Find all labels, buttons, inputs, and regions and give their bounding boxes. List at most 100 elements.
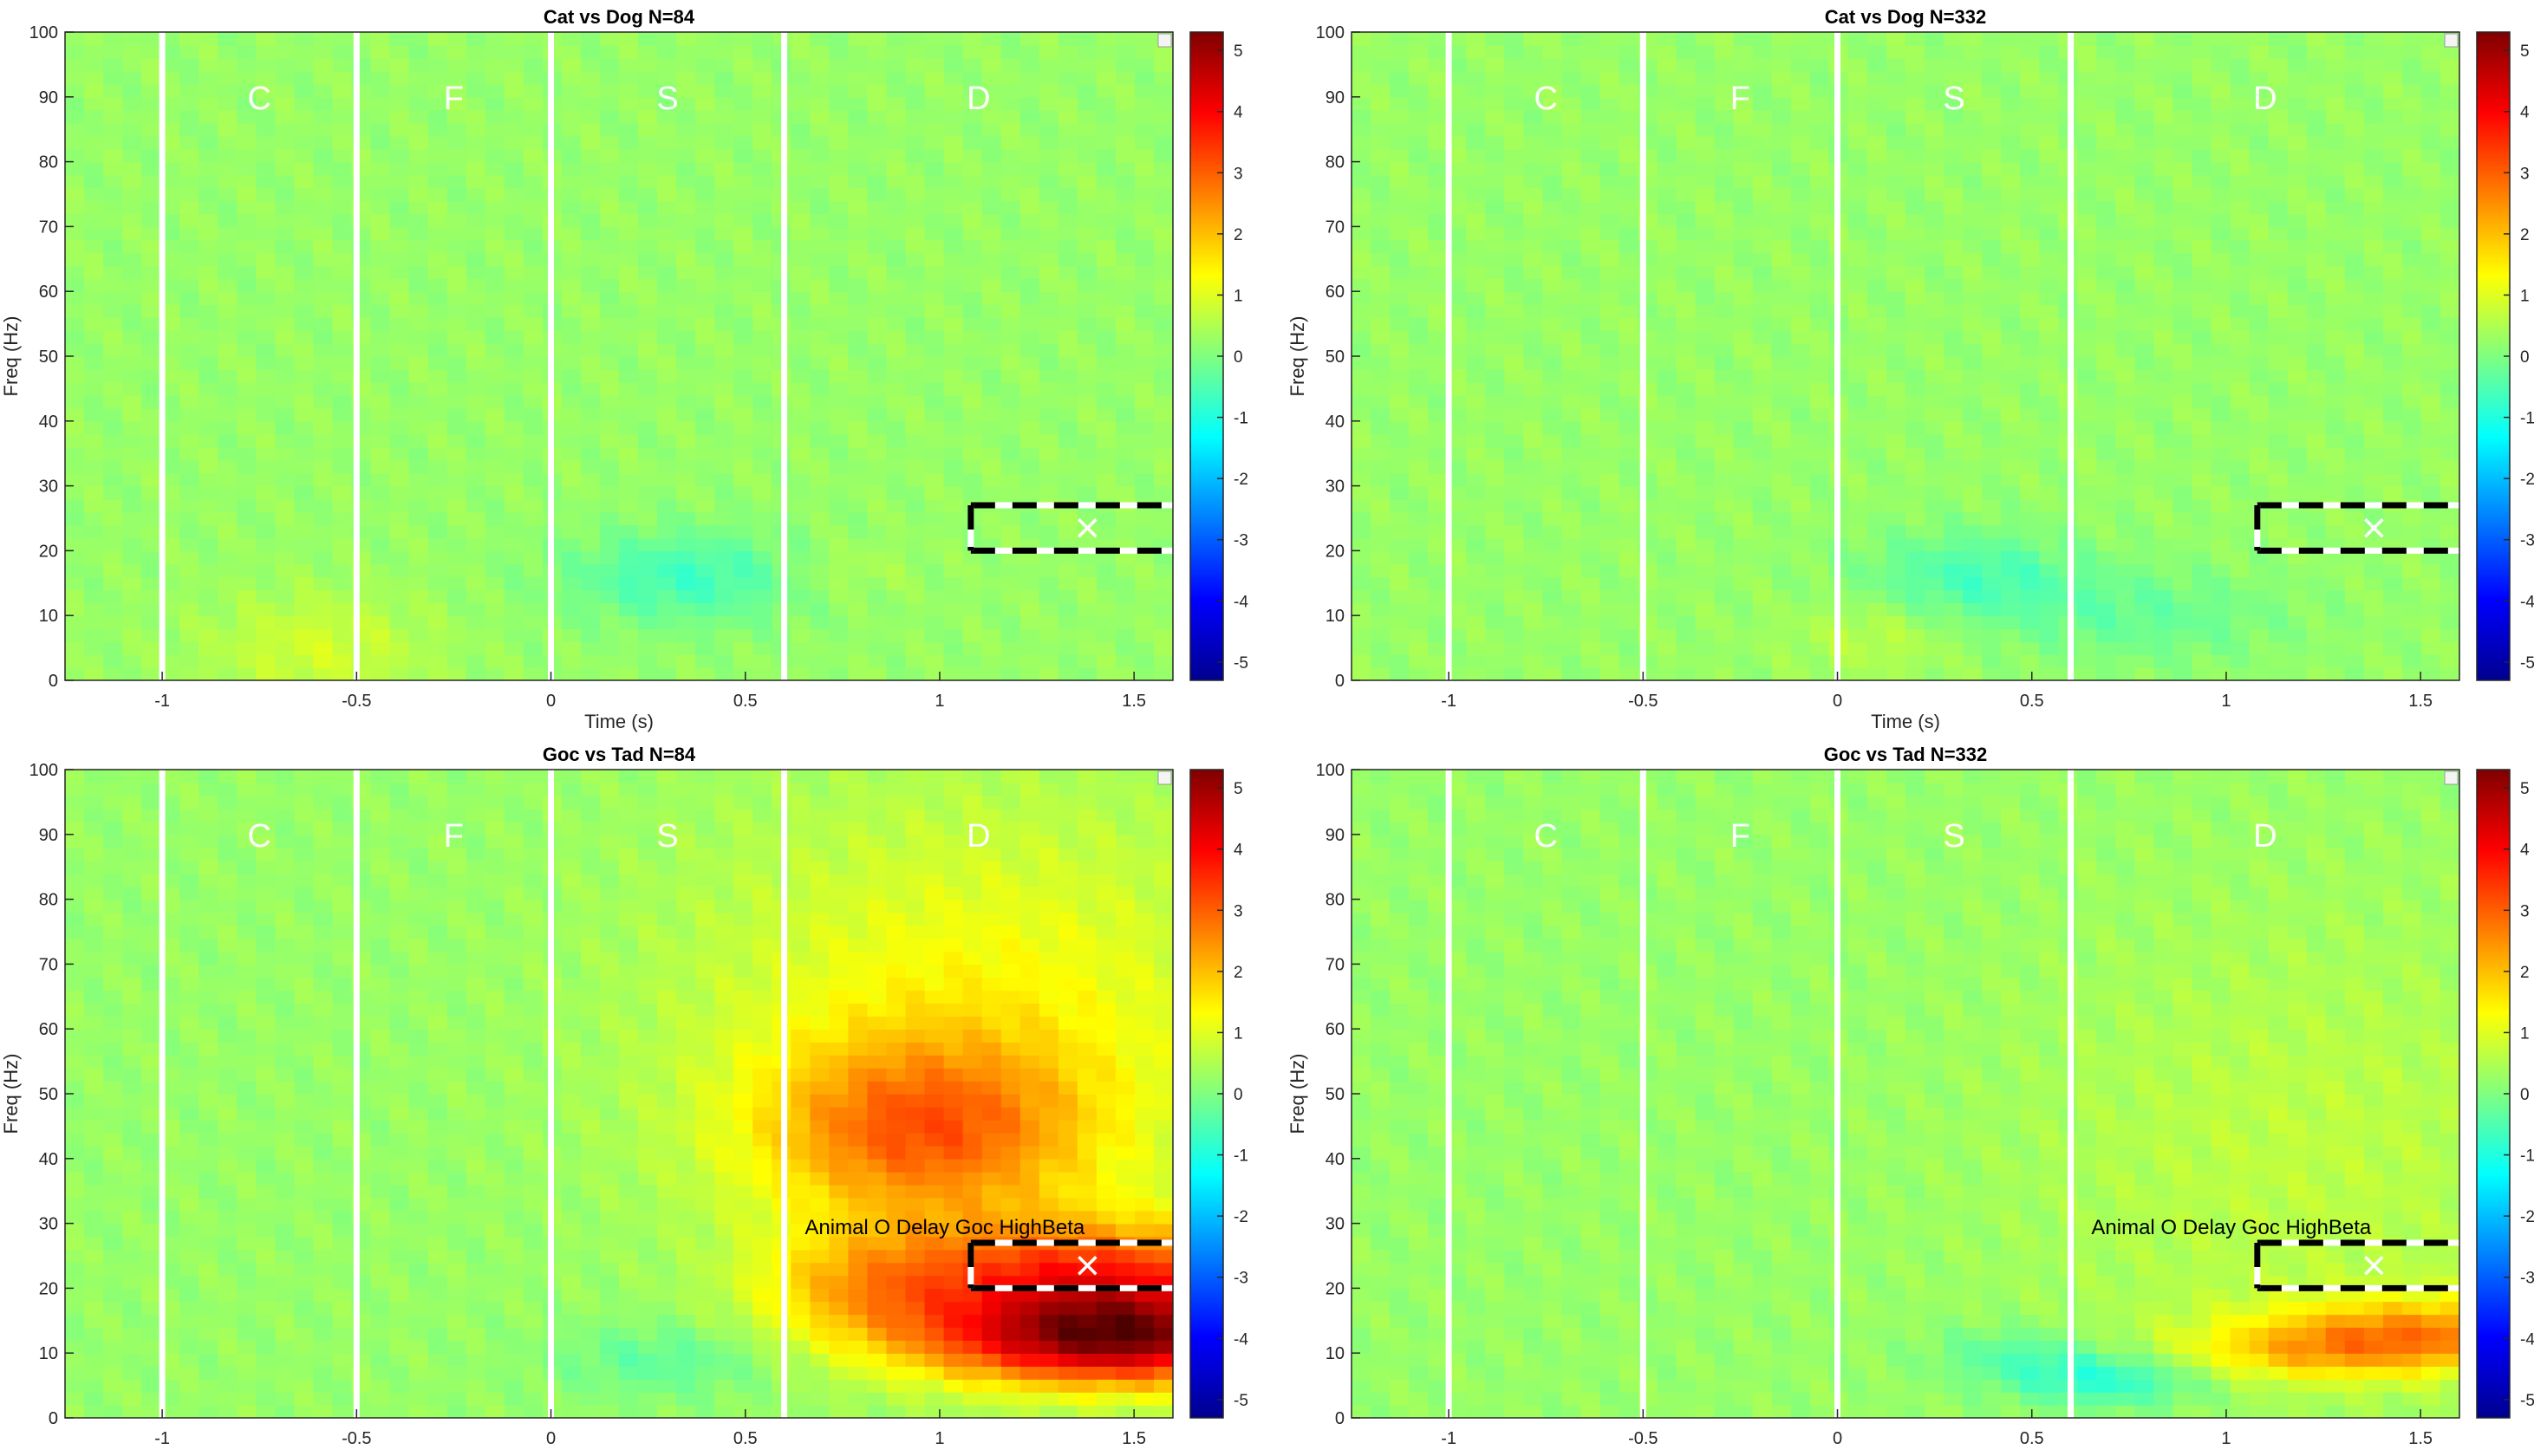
heatmap-cell bbox=[829, 641, 849, 655]
heatmap-cell bbox=[1409, 602, 1429, 616]
x-tick-label: 1 bbox=[935, 692, 944, 711]
heatmap-cell bbox=[179, 239, 199, 253]
heatmap-cell bbox=[1696, 512, 1716, 526]
heatmap-cell bbox=[944, 447, 964, 461]
heatmap-cell bbox=[1485, 421, 1505, 435]
heatmap-cell bbox=[1619, 213, 1638, 227]
heatmap-cell bbox=[1466, 213, 1486, 227]
heatmap-cell bbox=[1944, 278, 1964, 292]
heatmap-cell bbox=[676, 97, 696, 111]
heatmap-cell bbox=[1677, 589, 1697, 603]
heatmap-cell bbox=[65, 369, 85, 383]
heatmap-cell bbox=[733, 330, 753, 344]
heatmap-cell bbox=[1116, 667, 1136, 681]
heatmap-cell bbox=[1677, 45, 1697, 59]
heatmap-cell bbox=[733, 84, 753, 98]
heatmap-cell bbox=[2039, 188, 2059, 202]
heatmap-cell bbox=[1886, 188, 1906, 202]
heatmap-cell bbox=[619, 252, 639, 266]
heatmap-cell bbox=[1390, 110, 1410, 124]
heatmap-cell bbox=[1982, 589, 2002, 603]
heatmap-cell bbox=[1580, 304, 1600, 318]
heatmap-cell bbox=[1696, 641, 1716, 655]
heatmap-cell bbox=[1599, 641, 1619, 655]
heatmap-cell bbox=[638, 71, 658, 85]
heatmap-cell bbox=[179, 291, 199, 305]
heatmap-cell bbox=[829, 473, 849, 487]
heatmap-cell bbox=[1677, 265, 1697, 279]
heatmap-cell bbox=[1352, 278, 1371, 292]
heatmap-cell bbox=[2020, 434, 2040, 448]
heatmap-cell bbox=[1715, 213, 1735, 227]
heatmap-cell bbox=[524, 200, 544, 214]
heatmap-cell bbox=[256, 58, 276, 72]
heatmap-cell bbox=[1753, 395, 1773, 409]
heatmap-cell bbox=[886, 524, 906, 538]
heatmap-cell bbox=[1772, 175, 1792, 189]
heatmap-cell bbox=[1867, 537, 1887, 551]
heatmap-cell bbox=[1753, 45, 1773, 59]
heatmap-cell bbox=[122, 330, 142, 344]
heatmap-cell bbox=[829, 136, 849, 150]
heatmap-cell bbox=[256, 239, 276, 253]
heatmap-cell bbox=[485, 654, 505, 668]
heatmap-cell bbox=[1791, 71, 1811, 85]
heatmap-cell bbox=[600, 434, 620, 448]
heatmap-cell bbox=[428, 317, 448, 331]
heatmap-cell bbox=[1619, 58, 1638, 72]
heatmap-cell bbox=[1371, 628, 1391, 642]
heatmap-cell bbox=[466, 123, 486, 137]
heatmap-cell bbox=[1963, 32, 1983, 46]
heatmap-cell bbox=[1001, 123, 1021, 137]
heatmap-cell bbox=[1390, 45, 1410, 59]
heatmap-cell bbox=[1135, 278, 1155, 292]
colorbar-tick-label: -3 bbox=[1234, 532, 1248, 550]
heatmap-cell bbox=[1925, 434, 1944, 448]
heatmap-cell bbox=[65, 97, 85, 111]
heatmap-cell bbox=[638, 278, 658, 292]
heatmap-cell bbox=[848, 654, 868, 668]
heatmap-cell bbox=[906, 537, 926, 551]
heatmap-cell bbox=[371, 84, 391, 98]
heatmap-cell bbox=[600, 369, 620, 383]
heatmap-cell bbox=[2039, 421, 2059, 435]
heatmap-cell bbox=[657, 123, 677, 137]
heatmap-cell bbox=[2096, 278, 2116, 292]
heatmap-cell bbox=[2039, 615, 2059, 629]
heatmap-cell bbox=[848, 408, 868, 422]
heatmap-cell bbox=[65, 200, 85, 214]
heatmap-cell bbox=[1428, 188, 1448, 202]
heatmap-cell bbox=[313, 123, 333, 137]
heatmap-cell bbox=[505, 615, 524, 629]
heatmap-cell bbox=[1658, 447, 1677, 461]
heatmap-cell bbox=[332, 369, 352, 383]
heatmap-cell bbox=[1059, 395, 1078, 409]
heatmap-cell bbox=[1135, 136, 1155, 150]
heatmap-cell bbox=[1677, 563, 1697, 577]
heatmap-cell bbox=[294, 200, 314, 214]
heatmap-cell bbox=[1963, 550, 1983, 564]
heatmap-cell bbox=[752, 537, 772, 551]
heatmap-cell bbox=[1059, 486, 1078, 500]
heatmap-cell bbox=[485, 226, 505, 240]
heatmap-cell bbox=[695, 343, 715, 357]
heatmap-cell bbox=[2020, 162, 2040, 176]
heatmap-cell bbox=[294, 84, 314, 98]
heatmap-cell bbox=[332, 265, 352, 279]
heatmap-cell bbox=[1561, 537, 1581, 551]
heatmap-cell bbox=[218, 667, 238, 681]
heatmap-cell bbox=[1039, 356, 1059, 370]
heatmap-cell bbox=[218, 369, 238, 383]
heatmap-cell bbox=[1944, 317, 1964, 331]
heatmap-cell bbox=[199, 615, 218, 629]
heatmap-cell bbox=[2115, 641, 2135, 655]
heatmap-cell bbox=[810, 304, 830, 318]
heatmap-cell bbox=[1848, 615, 1868, 629]
heatmap-cell bbox=[1772, 97, 1792, 111]
heatmap-cell bbox=[791, 149, 811, 163]
heatmap-cell bbox=[1542, 149, 1562, 163]
heatmap-cell bbox=[1696, 304, 1716, 318]
heatmap-cell bbox=[1352, 408, 1371, 422]
heatmap-cell bbox=[371, 395, 391, 409]
heatmap-cell bbox=[1039, 589, 1059, 603]
